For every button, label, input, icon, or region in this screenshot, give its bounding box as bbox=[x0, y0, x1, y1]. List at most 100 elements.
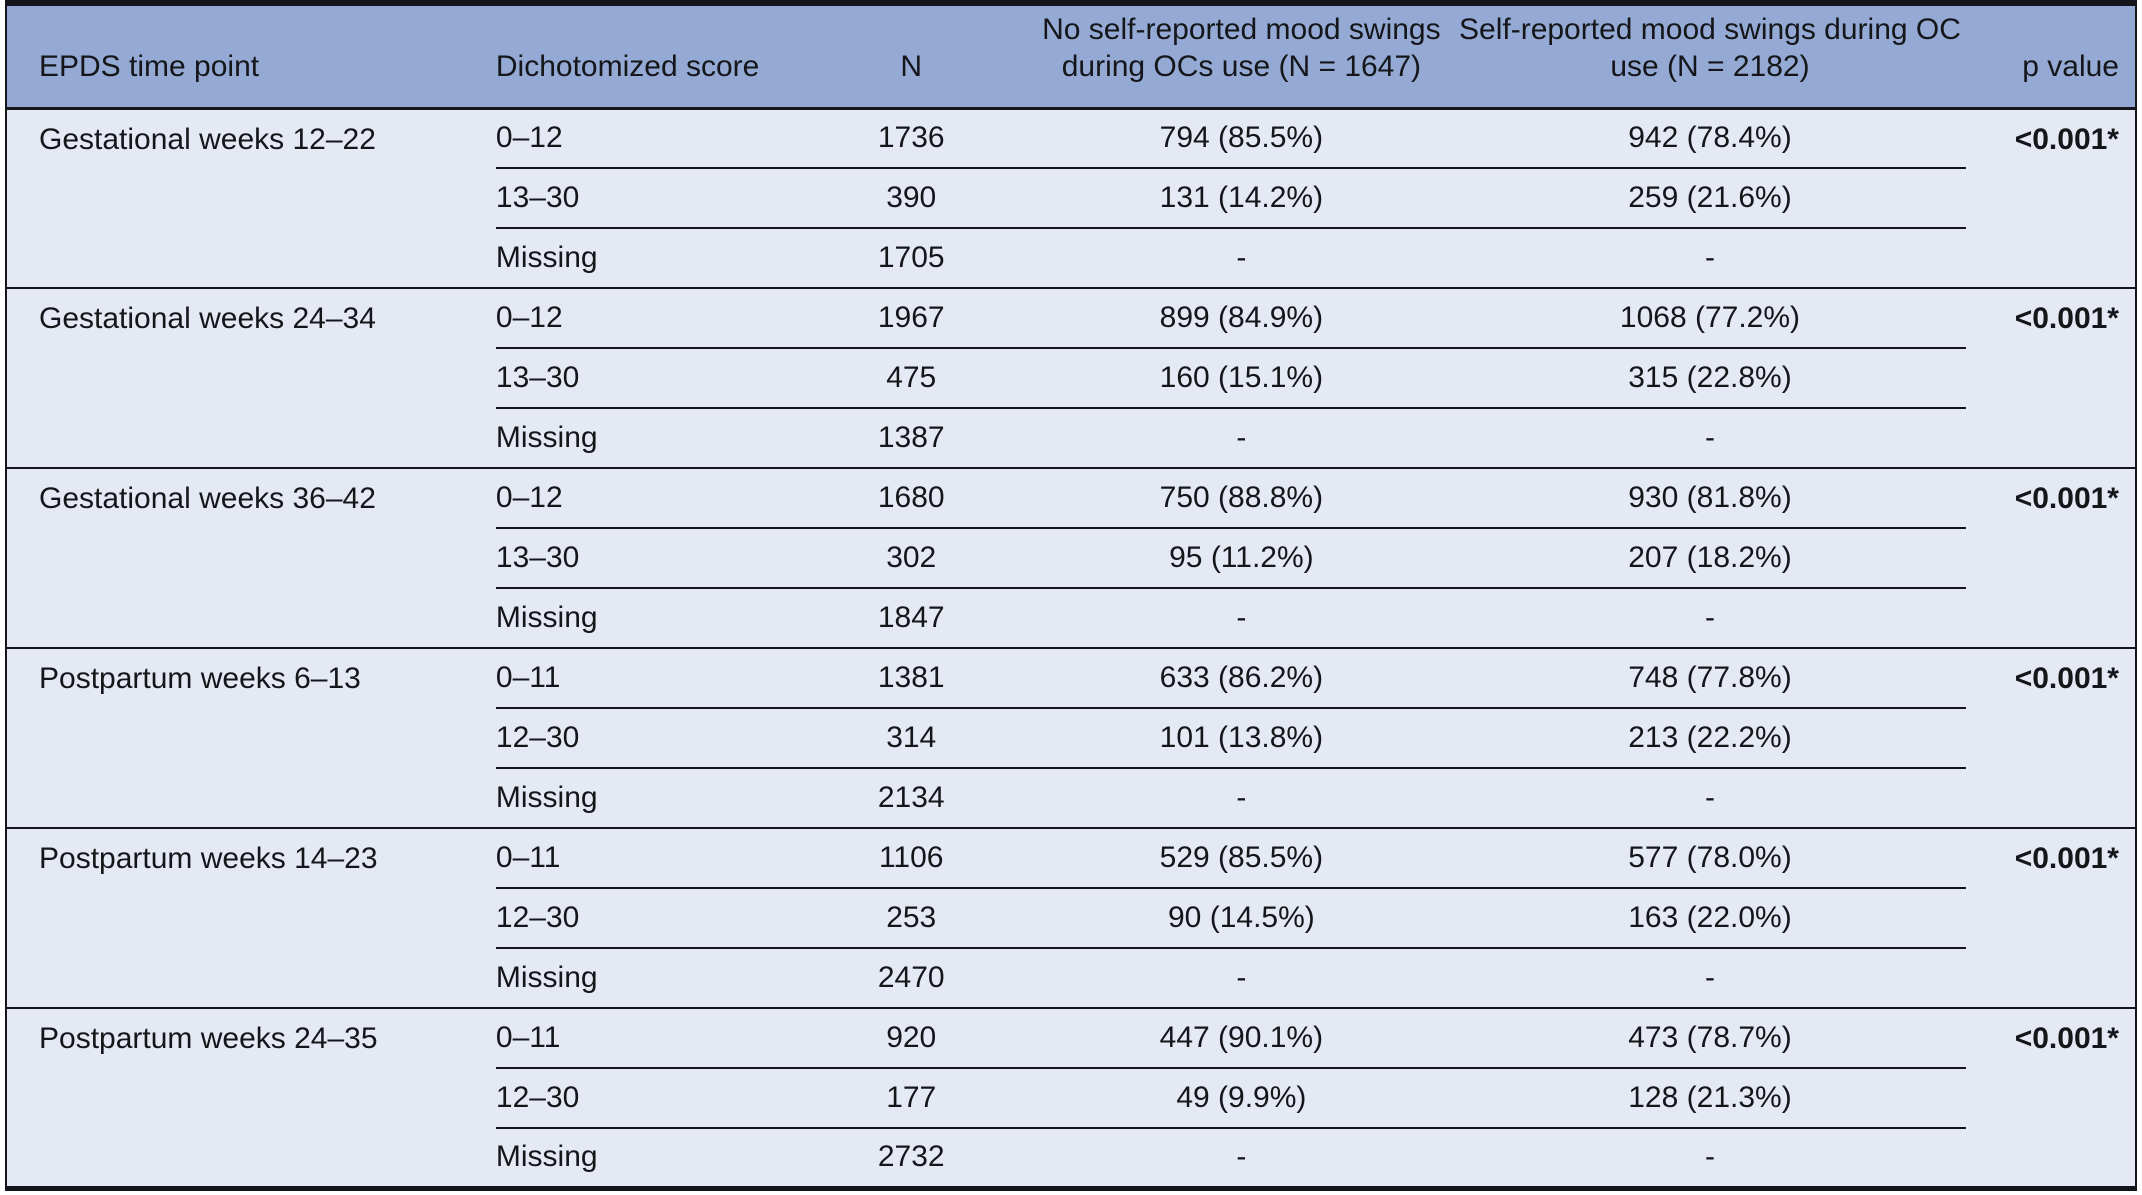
no-mood-swings-cell: 899 (84.9%) bbox=[1028, 288, 1455, 349]
timepoint-cell: Gestational weeks 36–42 bbox=[6, 468, 496, 649]
table-body: Gestational weeks 12–22 0–12 1736 794 (85.5… bbox=[6, 108, 2136, 1188]
table-row: Missing 2470- - bbox=[6, 948, 2136, 1009]
no-mood-swings-cell: 794 (85.5%) bbox=[1028, 108, 1455, 169]
n-cell: 177 bbox=[794, 1068, 1029, 1129]
col-header-epds-time-point: EPDS time point bbox=[6, 3, 496, 110]
p-value-cell: <0.001* bbox=[1965, 828, 2136, 1009]
score-cell: 13–30 bbox=[495, 168, 795, 229]
no-mood-swings-cell: 750 (88.8%) bbox=[1028, 468, 1455, 529]
timepoint-cell: Postpartum weeks 24–35 bbox=[39, 1022, 378, 1055]
no-mood-swings-cell: - bbox=[1028, 228, 1455, 289]
timepoint-cell: Gestational weeks 12–22 bbox=[6, 108, 496, 289]
no-mood-swings-cell: 633 (86.2%) bbox=[1028, 648, 1455, 709]
no-mood-swings-cell: - bbox=[1028, 768, 1455, 829]
n-cell: 1736 bbox=[794, 108, 1029, 169]
table-row: Missing 1387- - bbox=[6, 408, 2136, 469]
timepoint-cell: Gestational weeks 24–34 bbox=[6, 288, 496, 469]
score-cell: 0–12 bbox=[495, 108, 795, 169]
n-cell: 1387 bbox=[794, 408, 1029, 469]
n-cell: 475 bbox=[794, 348, 1029, 409]
score-cell: Missing bbox=[495, 588, 795, 649]
table-row: 12–30 253 90 (14.5%) 163 (22.0%) bbox=[6, 888, 2136, 949]
score-cell: 13–30 bbox=[495, 528, 795, 589]
no-mood-swings-cell: 49 (9.9%) bbox=[1028, 1068, 1455, 1129]
mood-swings-cell: - bbox=[1454, 948, 1966, 1009]
col-header-no-mood-swings: No self-reported mood swings during OCs … bbox=[1028, 3, 1455, 110]
score-cell: 12–30 bbox=[495, 708, 795, 769]
mood-swings-cell: 1068 (77.2%) bbox=[1454, 288, 1966, 349]
mood-swings-cell: 930 (81.8%) bbox=[1454, 468, 1966, 529]
mood-swings-cell: 163 (22.0%) bbox=[1454, 888, 1966, 949]
table-row: Gestational weeks 36–42 0–12 1680 750 (88.8… bbox=[6, 468, 2136, 649]
table-row: Missing 1847- - bbox=[6, 588, 2136, 649]
mood-swings-cell: 577 (78.0%) bbox=[1454, 828, 1966, 889]
no-mood-swings-cell: - bbox=[1028, 588, 1455, 649]
mood-swings-cell: 213 (22.2%) bbox=[1454, 708, 1966, 769]
no-mood-swings-cell: 95 (11.2%) bbox=[1028, 528, 1455, 589]
n-cell: 2134 bbox=[794, 768, 1029, 829]
table-row: 13–30 302 95 (11.2%) 207 (18.2%) bbox=[6, 528, 2136, 589]
score-cell: 13–30 bbox=[495, 348, 795, 409]
col-header-dichotomized-score: Dichotomized score bbox=[495, 3, 795, 110]
n-cell: 1847 bbox=[794, 588, 1029, 649]
no-mood-swings-cell: 90 (14.5%) bbox=[1028, 888, 1455, 949]
mood-swings-cell: 207 (18.2%) bbox=[1454, 528, 1966, 589]
p-value-cell: <0.001* bbox=[1965, 108, 2136, 289]
score-cell: 0–11 bbox=[495, 828, 795, 889]
table-row: Missing 1705- - bbox=[6, 228, 2136, 289]
score-cell: 0–12 bbox=[495, 288, 795, 349]
no-mood-swings-cell: 160 (15.1%) bbox=[1028, 348, 1455, 409]
n-cell: 253 bbox=[794, 888, 1029, 949]
n-cell: 1705 bbox=[794, 228, 1029, 289]
n-cell: 1106 bbox=[794, 828, 1029, 889]
table-row: Postpartum weeks 6–13 0–11 1381 633 (86.2%)… bbox=[6, 648, 2136, 829]
mood-swings-cell: 259 (21.6%) bbox=[1454, 168, 1966, 229]
n-cell: 920 bbox=[794, 1008, 1029, 1069]
no-mood-swings-cell: 447 (90.1%) bbox=[1028, 1008, 1455, 1069]
score-cell: 0–12 bbox=[495, 468, 795, 529]
no-mood-swings-cell: 101 (13.8%) bbox=[1028, 708, 1455, 769]
n-cell: 1967 bbox=[794, 288, 1029, 349]
mood-swings-cell: - bbox=[1454, 588, 1966, 649]
n-cell: 314 bbox=[794, 708, 1029, 769]
no-mood-swings-cell: 131 (14.2%) bbox=[1028, 168, 1455, 229]
n-cell: 302 bbox=[794, 528, 1029, 589]
score-cell: Missing bbox=[495, 408, 795, 469]
mood-swings-cell: 128 (21.3%) bbox=[1454, 1068, 1966, 1129]
score-cell: Missing bbox=[495, 228, 795, 289]
p-value-cell: <0.001* bbox=[2014, 1022, 2119, 1055]
mood-swings-cell: 315 (22.8%) bbox=[1454, 348, 1966, 409]
n-cell: 2732 bbox=[877, 1140, 945, 1174]
score-cell: 0–11 bbox=[495, 648, 795, 709]
table-row: 12–30 314 101 (13.8%) 213 (22.2%) bbox=[6, 708, 2136, 769]
mood-swings-cell: - bbox=[1454, 228, 1966, 289]
epds-mood-swings-table: EPDS time point Dichotomized score N No … bbox=[5, 0, 2137, 1191]
n-cell: 2470 bbox=[794, 948, 1029, 1009]
col-header-mood-swings: Self-reported mood swings during OC use … bbox=[1454, 3, 1966, 110]
no-mood-swings-cell: - bbox=[1028, 948, 1455, 1009]
table-row: Missing 2732 - - bbox=[6, 1128, 2136, 1188]
table-row: Gestational weeks 12–22 0–12 1736 794 (85.5… bbox=[6, 108, 2136, 289]
n-cell: 390 bbox=[794, 168, 1029, 229]
mood-swings-cell: 473 (78.7%) bbox=[1454, 1008, 1966, 1069]
score-cell: 0–11 bbox=[495, 1008, 795, 1069]
no-mood-swings-cell: 529 (85.5%) bbox=[1028, 828, 1455, 889]
p-value-cell: <0.001* bbox=[1965, 288, 2136, 469]
mood-swings-cell: - bbox=[1454, 768, 1966, 829]
n-cell: 1680 bbox=[794, 468, 1029, 529]
p-value-cell: <0.001* bbox=[1965, 648, 2136, 829]
score-cell: Missing bbox=[495, 768, 795, 829]
mood-swings-cell: 748 (77.8%) bbox=[1454, 648, 1966, 709]
mood-swings-cell: - bbox=[1454, 408, 1966, 469]
table-row: Postpartum weeks 24–35 0–11 920 447 (90.1%)… bbox=[6, 1008, 2136, 1069]
no-mood-swings-cell: - bbox=[1028, 408, 1455, 469]
header-row: EPDS time point Dichotomized score N No … bbox=[6, 3, 2136, 110]
table-header: EPDS time point Dichotomized score N No … bbox=[6, 3, 2136, 110]
score-cell: Missing bbox=[495, 948, 795, 1009]
score-cell: 12–30 bbox=[495, 888, 795, 949]
score-cell: Missing bbox=[495, 1140, 598, 1174]
timepoint-cell: Postpartum weeks 14–23 bbox=[6, 828, 496, 1009]
timepoint-cell: Postpartum weeks 6–13 bbox=[6, 648, 496, 829]
table-row: 12–30 177 49 (9.9%) 128 (21.3%) bbox=[6, 1068, 2136, 1129]
